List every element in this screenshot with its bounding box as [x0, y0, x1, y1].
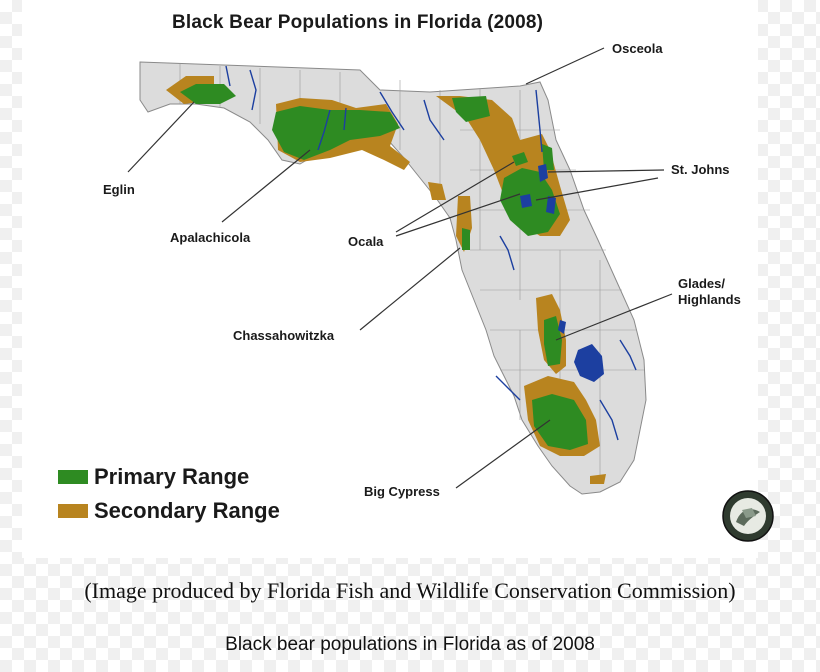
image-credit-caption: (Image produced by Florida Fish and Wild…: [84, 578, 736, 603]
lake-okeechobee: [574, 344, 604, 382]
legend-primary-label: Primary Range: [94, 464, 250, 489]
legend-secondary-swatch: [58, 504, 88, 518]
label-glades-highlands-1: Glades/: [678, 276, 725, 291]
florida-map: [127, 47, 673, 495]
label-st-johns: St. Johns: [671, 162, 730, 177]
legend-primary-swatch: [58, 470, 88, 484]
map-title: Black Bear Populations in Florida (2008): [172, 12, 544, 33]
label-eglin: Eglin: [103, 182, 135, 197]
rivers: [225, 65, 637, 441]
legend-secondary: Secondary Range: [58, 498, 280, 524]
leader-lines: [127, 47, 673, 489]
label-glades-highlands-2: Highlands: [678, 292, 741, 307]
image-description-caption: Black bear populations in Florida as of …: [225, 634, 595, 655]
label-apalachicola: Apalachicola: [170, 230, 251, 245]
map-panel: Black Bear Populations in Florida (2008)…: [22, 0, 774, 558]
legend-primary: Primary Range: [58, 464, 249, 490]
label-osceola: Osceola: [612, 41, 663, 56]
primary-range-areas: [180, 84, 588, 450]
legend-secondary-label: Secondary Range: [94, 498, 280, 523]
water-features: [520, 164, 604, 382]
label-ocala: Ocala: [348, 234, 384, 249]
label-big-cypress: Big Cypress: [364, 484, 440, 499]
label-chassahowitzka: Chassahowitzka: [233, 328, 335, 343]
fwc-seal-icon: [722, 490, 774, 542]
